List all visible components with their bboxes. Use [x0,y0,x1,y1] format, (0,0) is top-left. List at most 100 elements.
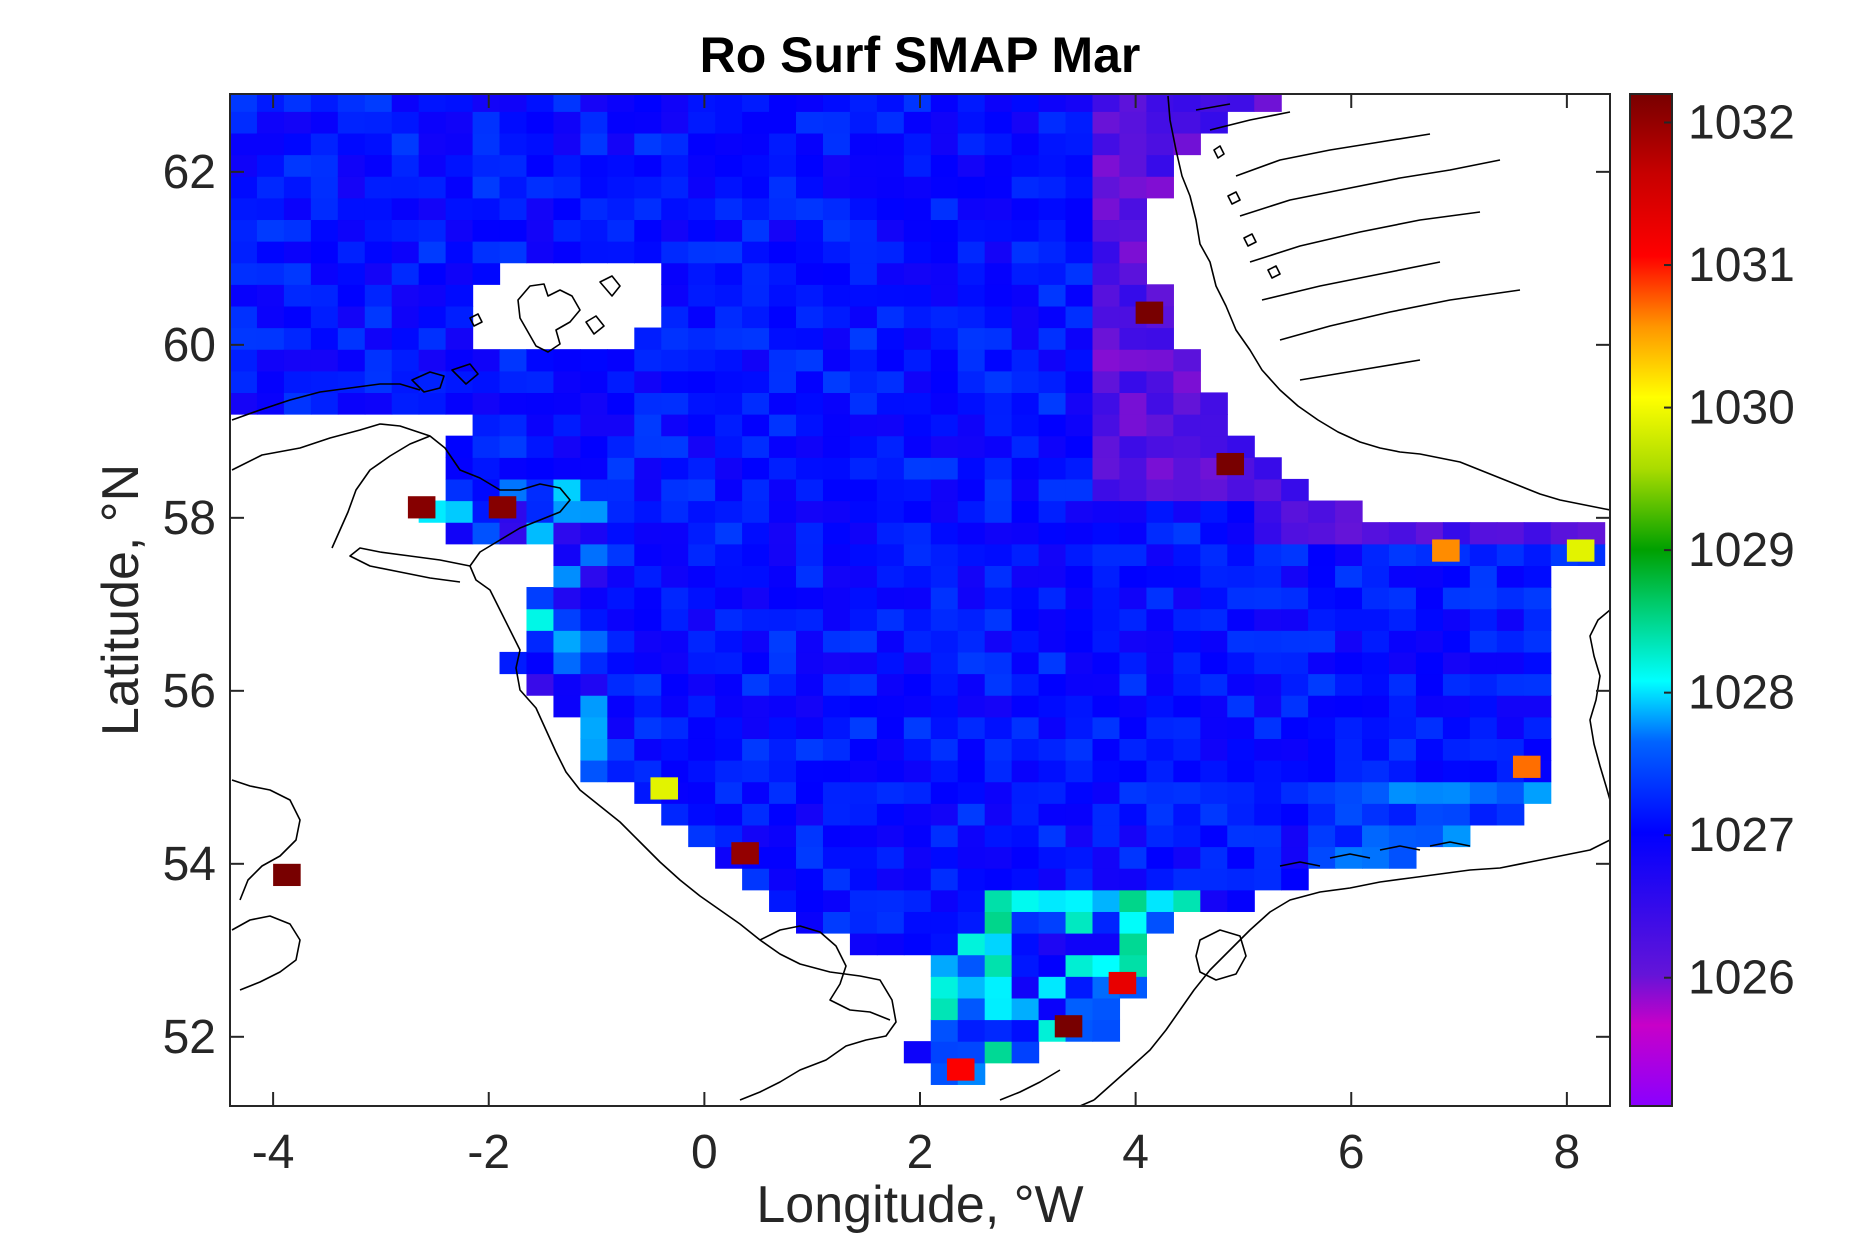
grid-cell [230,305,258,329]
grid-cell [742,781,770,804]
grid-cell [1065,651,1094,675]
grid-cell [391,219,420,242]
grid-cell [715,219,743,242]
grid-cell [903,176,932,199]
grid-cell [930,543,959,566]
grid-cell [1065,284,1094,307]
grid-cell [256,262,285,285]
x-tick-label: 8 [1554,1126,1581,1179]
grid-cell [553,522,581,545]
grid-cell [1173,738,1201,761]
grid-cell [930,673,959,696]
grid-cell [607,132,635,156]
grid-cell [1200,889,1228,912]
grid-cell [1335,716,1363,739]
colorbar-tick-label: 1028 [1688,667,1795,720]
grid-cell [796,349,824,372]
grid-cell [661,219,689,242]
grid-cell [310,219,339,242]
grid-cell [1146,522,1174,545]
grid-cell [445,262,474,285]
grid-cell [310,197,339,221]
grid-cell [1065,176,1094,199]
grid-cell [1281,565,1309,588]
grid-cell [930,781,959,804]
coastline-layer [231,95,1610,1106]
coastline-north-scotland [231,383,421,421]
grid-cell [1227,500,1255,523]
grid-cell [230,392,258,415]
grid-cell [1119,716,1147,739]
grid-cell [499,651,528,675]
grid-cell [499,132,528,156]
grid-cell [769,565,797,588]
grid-cell [1092,370,1121,394]
grid-cell [796,284,824,307]
grid-cell [283,219,312,242]
grid-cell [1092,695,1121,718]
grid-cell [1254,738,1282,761]
grid-cell [1038,522,1067,545]
grid-cell [984,933,1013,956]
grid-cell [957,911,986,934]
grid-cell [903,414,932,437]
grid-cell [715,716,743,739]
grid-cell [903,241,932,264]
grid-cell [957,349,986,372]
grid-cell [984,565,1013,588]
grid-cell [364,154,393,177]
grid-cell [715,284,743,307]
grid-cell [256,305,285,329]
density-grid [230,94,1606,1085]
grid-cell [1173,716,1201,739]
grid-cell [1119,219,1147,242]
grid-cell [1011,94,1040,112]
coastline-great-britain [231,423,897,1101]
grid-cell [715,673,743,696]
grid-cell [1038,132,1067,156]
grid-cell [391,94,420,112]
grid-cell [1038,933,1067,956]
grid-cell [930,111,959,134]
grid-cell [230,284,258,307]
grid-cell [984,608,1013,631]
grid-cell [499,111,528,134]
grid-cell [1254,716,1282,739]
grid-cell [526,608,555,631]
grid-cell [1173,868,1201,891]
grid-cell [1173,349,1201,372]
grid-cell [661,738,689,761]
grid-cell [769,457,797,480]
grid-cell [1200,565,1228,588]
grid-cell [957,111,986,134]
grid-cell [688,305,716,329]
grid-cell [607,695,635,718]
grid-cell [1146,543,1174,566]
grid-cell [1065,565,1094,588]
grid-cell [1335,500,1363,523]
grid-cell [1092,997,1121,1021]
grid-cell [1038,889,1067,912]
grid-cell [1496,651,1525,675]
grid-cell [1335,846,1363,869]
grid-cell [769,781,797,804]
grid-cell [876,94,905,112]
grid-cell [1227,651,1255,675]
grid-cell [1038,565,1067,588]
grid-cell [1011,176,1040,199]
grid-cell [1038,608,1067,631]
grid-cell [930,132,959,156]
grid-cell [1119,327,1147,350]
grid-cell [661,608,689,631]
grid-cell [364,111,393,134]
grid-cell [1092,500,1121,523]
grid-cell [230,219,258,242]
grid-cell [1146,716,1174,739]
grid-cell [1065,543,1094,566]
grid-cell [283,241,312,264]
grid-cell [1011,197,1040,221]
grid-cell [930,954,959,977]
grid-cell [1065,132,1094,156]
grid-cell [364,241,393,264]
grid-cell [957,197,986,221]
